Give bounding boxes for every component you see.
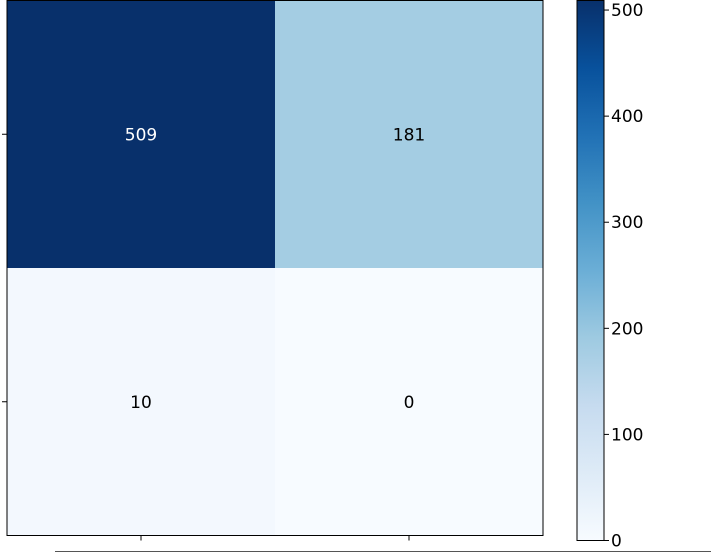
colorbar [576,0,605,541]
heatmap-cell-r1-c0 [7,268,276,536]
heatmap-cell-r0-c0 [7,0,276,269]
colorbar-tick-label-3: 300 [611,213,643,233]
colorbar-tick-label-5: 500 [611,1,643,21]
cell-value-label-r0-c0: 509 [125,125,157,145]
colorbar-tick-label-0: 0 [611,532,622,552]
heatmap-cell-r1-c1 [275,268,544,536]
heatmap-cells [7,0,544,536]
cell-value-label-r1-c0: 10 [130,393,152,413]
heatmap-cell-r0-c1 [275,0,544,269]
colorbar-ticks: 0 100 200 300 400 500 [604,1,643,552]
colorbar-tick-label-2: 200 [611,319,643,339]
axis-ticks [2,133,410,541]
cell-value-label-r0-c1: 181 [393,125,425,145]
colorbar-tick-label-1: 100 [611,425,643,445]
cell-value-label-r1-c1: 0 [404,393,415,413]
plot-frame [6,0,544,536]
colorbar-tick-label-4: 400 [611,107,643,127]
heatmap-cell-labels: 509 181 10 0 [125,125,425,413]
